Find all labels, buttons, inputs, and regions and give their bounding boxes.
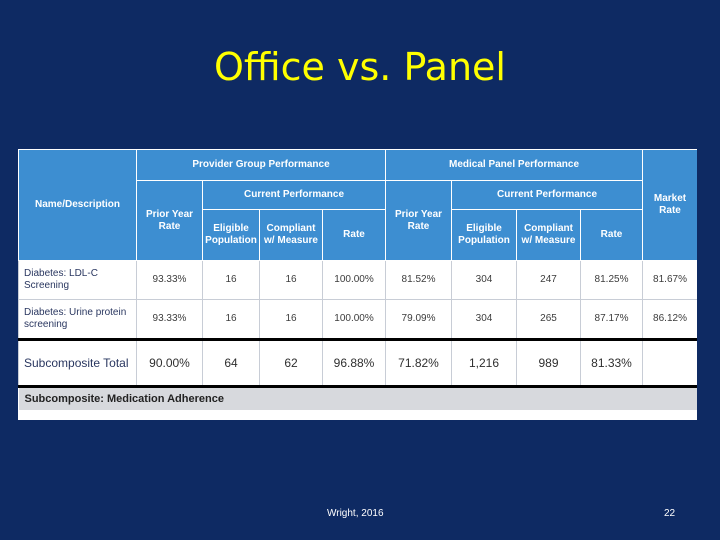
medical-panel-header: Medical Panel Performance [385, 149, 644, 181]
provider-prior-year-rate: 93.33% [136, 299, 203, 340]
panel-eligible-population-header: Eligible Population [451, 209, 518, 261]
panel-compliant: 247 [516, 260, 582, 300]
provider-compliant: 62 [259, 338, 323, 388]
panel-rate: 81.33% [580, 338, 644, 388]
provider-eligible-population: 16 [202, 299, 260, 340]
footer-author: Wright, 2016 [327, 508, 384, 519]
panel-eligible-population: 1,216 [451, 338, 518, 388]
provider-compliant: 16 [259, 299, 323, 340]
provider-prior-year-rate-header: Prior Year Rate [136, 180, 203, 261]
row-name: Diabetes: LDL-C Screening [18, 260, 137, 300]
provider-group-header: Provider Group Performance [135, 149, 387, 181]
market-rate [642, 338, 697, 388]
row-name: Subcomposite Total [18, 338, 137, 388]
market-rate: 81.67% [642, 260, 697, 300]
provider-eligible-population-header: Eligible Population [202, 209, 260, 261]
provider-rate: 100.00% [321, 299, 387, 340]
panel-rate: 81.25% [580, 260, 644, 300]
panel-prior-year-rate: 81.52% [385, 260, 453, 300]
performance-table-container: Name/Description Provider Group Performa… [18, 149, 697, 420]
slide-title: Office vs. Panel [214, 45, 506, 89]
section-row: Subcomposite: Medication Adherence [18, 386, 697, 410]
provider-rate-header: Rate [321, 209, 387, 261]
provider-prior-year-rate: 90.00% [136, 338, 203, 388]
panel-compliant: 265 [516, 299, 582, 340]
provider-current-performance-header: Current Performance [201, 180, 387, 210]
provider-eligible-population: 64 [202, 338, 260, 388]
provider-compliant: 16 [259, 260, 323, 300]
provider-compliant-header: Compliant w/ Measure [259, 209, 323, 261]
provider-rate: 100.00% [321, 260, 387, 300]
page-number: 22 [664, 508, 676, 519]
panel-compliant: 989 [516, 338, 582, 388]
panel-eligible-population: 304 [451, 299, 518, 340]
table-row: Diabetes: LDL-C Screening 93.33% 16 16 1… [18, 260, 697, 300]
table-row: Diabetes: Urine protein screening 93.33%… [18, 299, 697, 340]
panel-prior-year-rate: 71.82% [385, 338, 453, 388]
provider-rate: 96.88% [321, 338, 387, 388]
provider-prior-year-rate: 93.33% [136, 260, 203, 300]
panel-eligible-population: 304 [451, 260, 518, 300]
market-rate: 86.12% [642, 299, 697, 340]
panel-current-performance-header: Current Performance [451, 180, 644, 210]
provider-eligible-population: 16 [202, 260, 260, 300]
section-label: Subcomposite: Medication Adherence [18, 386, 697, 410]
subcomposite-total-row: Subcomposite Total 90.00% 64 62 96.88% 7… [18, 338, 697, 388]
market-rate-header: Market Rate [642, 149, 697, 261]
row-name: Diabetes: Urine protein screening [18, 299, 137, 340]
panel-rate: 87.17% [580, 299, 644, 340]
name-description-header: Name/Description [18, 149, 137, 261]
panel-compliant-header: Compliant w/ Measure [516, 209, 582, 261]
performance-table: Name/Description Provider Group Performa… [18, 149, 697, 410]
panel-rate-header: Rate [580, 209, 644, 261]
panel-prior-year-rate-header: Prior Year Rate [385, 180, 453, 261]
panel-prior-year-rate: 79.09% [385, 299, 453, 340]
